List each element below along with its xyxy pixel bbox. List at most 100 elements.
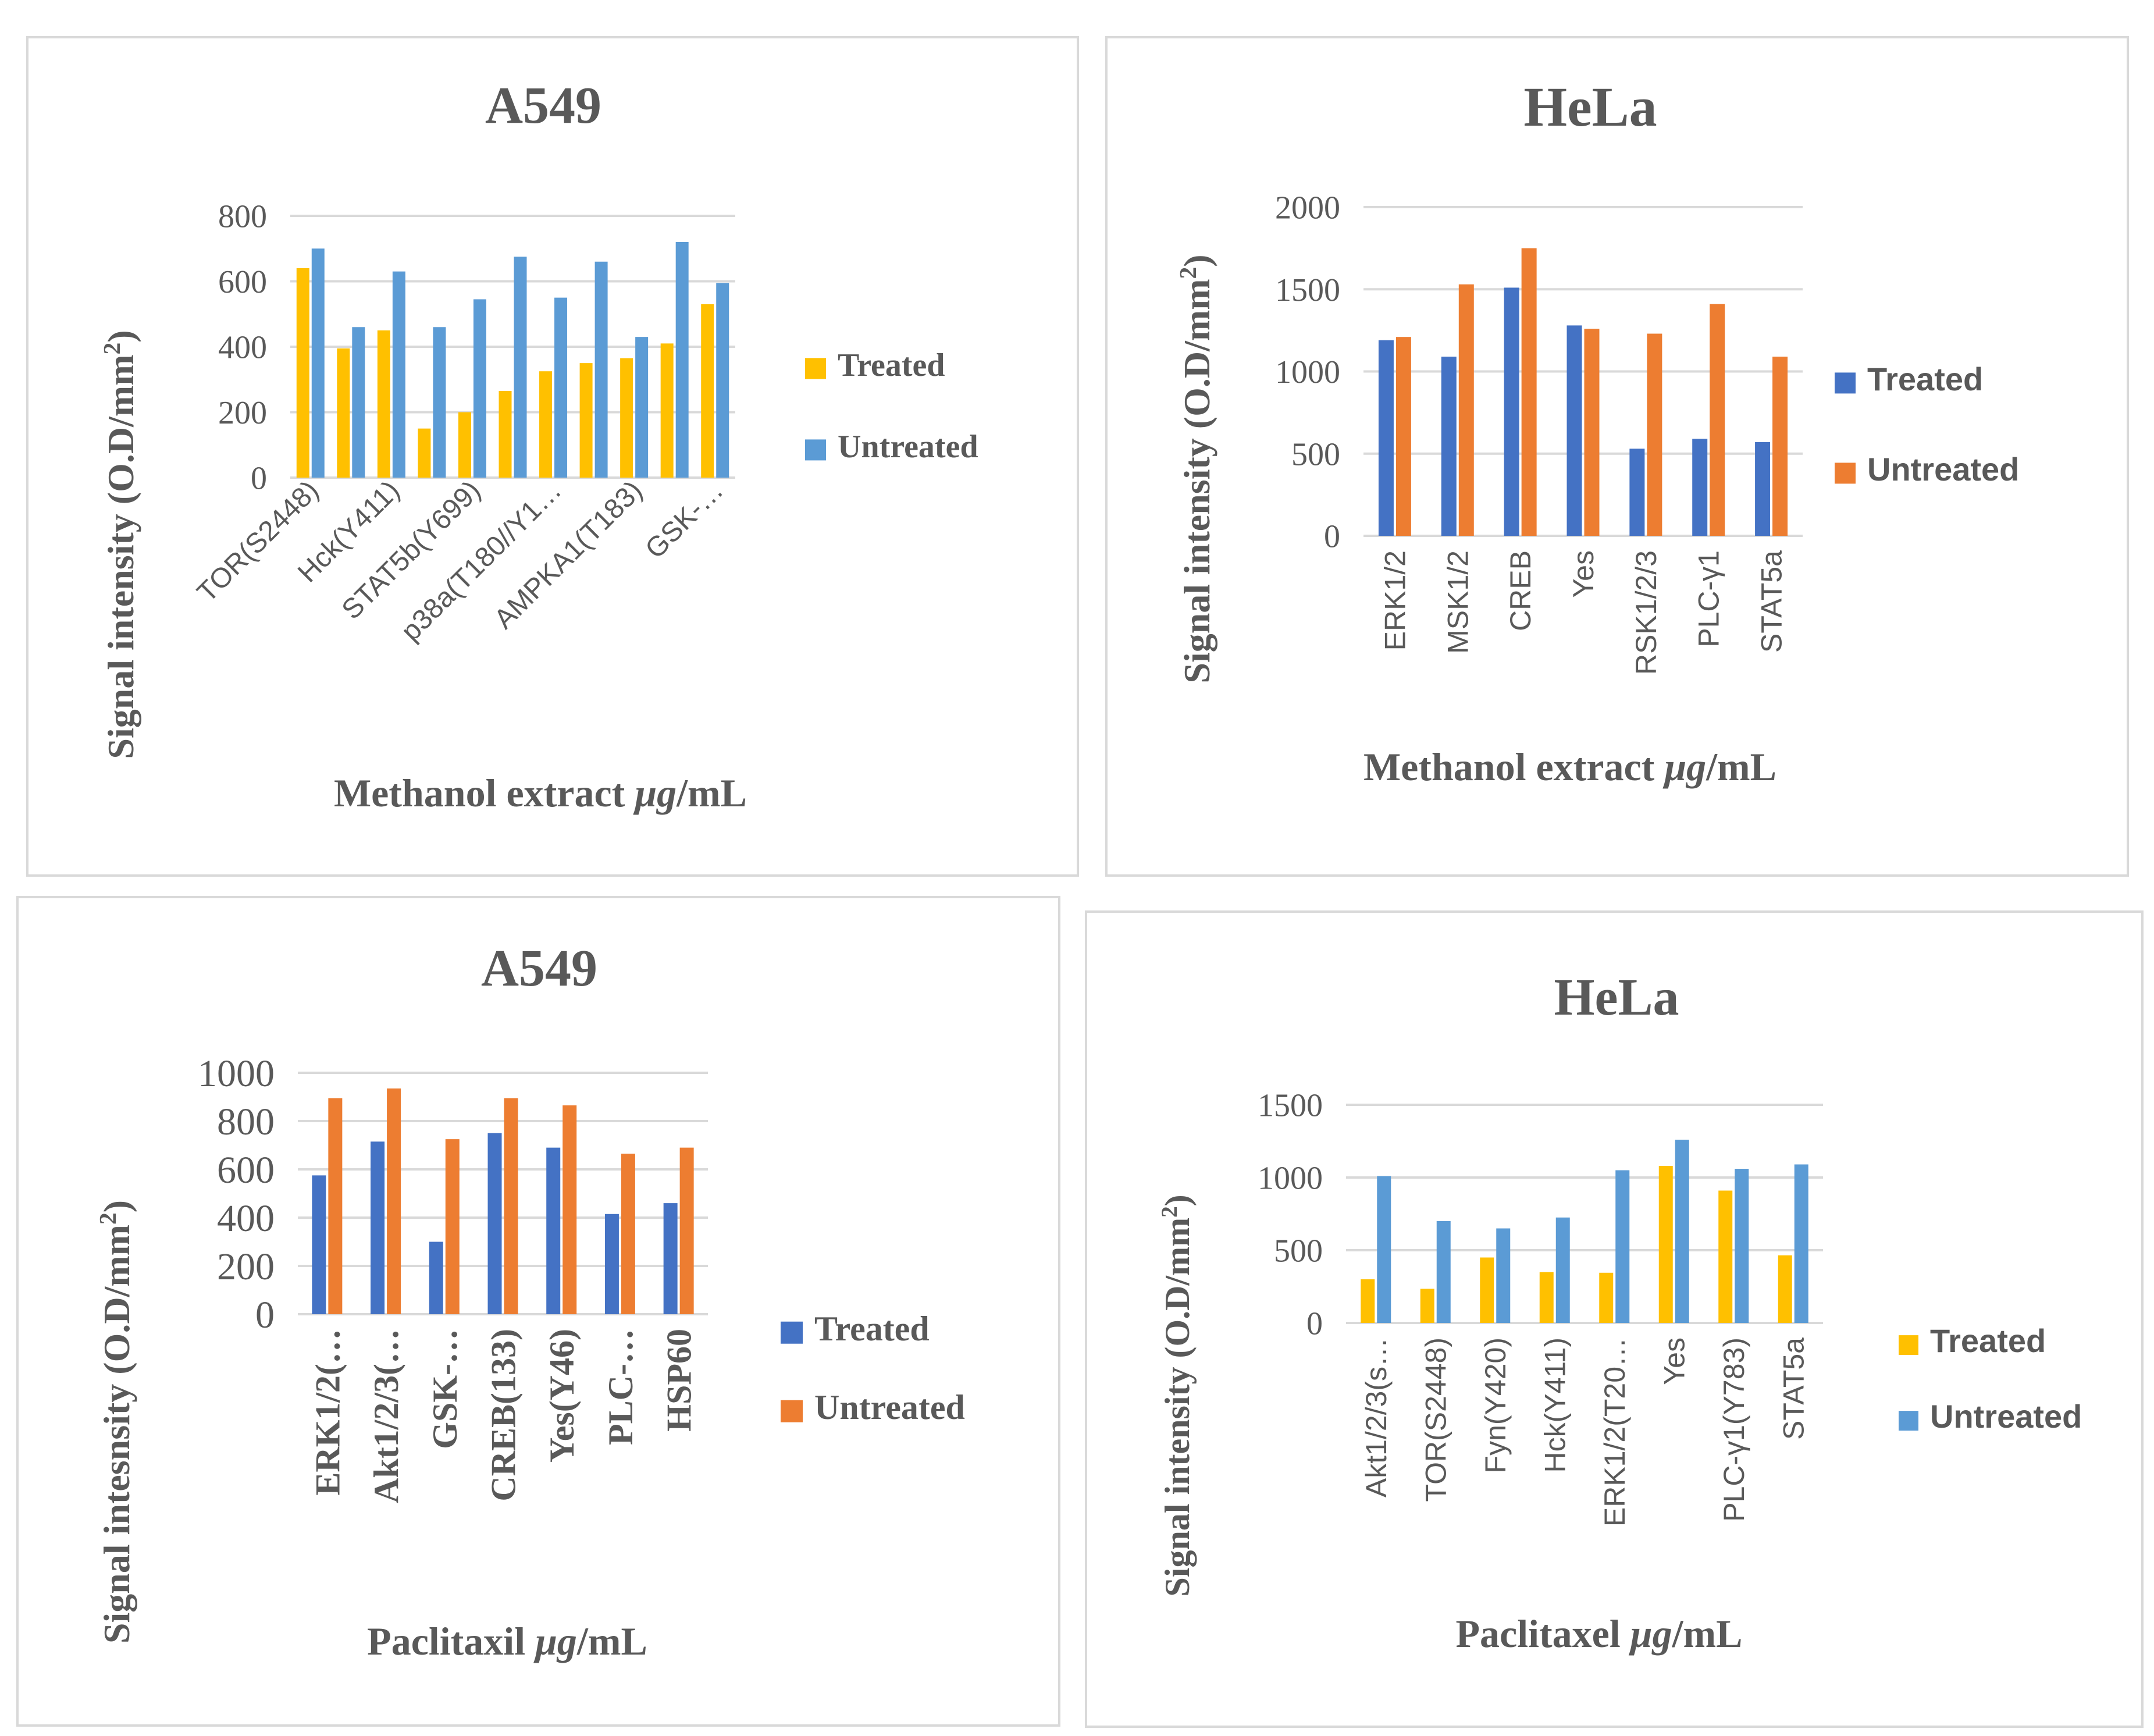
x-category-label: GSK-… — [426, 1329, 464, 1449]
y-axis-title-superscript: 2 — [98, 343, 125, 355]
y-tick-label: 0 — [251, 461, 267, 497]
y-tick-label: 400 — [217, 1197, 275, 1240]
x-category-label: Yes — [1658, 1337, 1690, 1385]
x-category-label: ERK1/2 — [1379, 550, 1411, 650]
x-category-label: Hck(Y411) — [1539, 1337, 1571, 1472]
legend-label-treated: Treated — [814, 1310, 930, 1348]
y-tick-label: 1500 — [1258, 1088, 1323, 1124]
y-tick-label: 400 — [218, 330, 267, 366]
chart-title: A549 — [481, 940, 597, 997]
bar-untreated — [433, 327, 446, 478]
legend-swatch-untreated — [805, 439, 826, 461]
bar-treated — [1378, 340, 1394, 536]
y-axis-title: Signal intensity (O.D/mm2) — [98, 330, 141, 759]
legend-swatch-untreated — [1835, 463, 1856, 484]
legend-label-untreated: Untreated — [1930, 1398, 2082, 1435]
bar-treated — [296, 268, 309, 478]
y-axis-title-close: ) — [1158, 1194, 1197, 1206]
y-axis-title-close: ) — [100, 330, 141, 342]
x-category-label: RSK1/2/3 — [1630, 550, 1662, 675]
y-tick-label: 1000 — [1275, 354, 1340, 390]
bar-untreated — [635, 337, 649, 478]
bar-treated — [1599, 1272, 1614, 1323]
chart-panel-a549-methanol: A549 0 200 400 600 800 TOR(S2448) Hck(Y411) STAT… — [26, 36, 1079, 877]
bar-treated — [458, 412, 471, 478]
y-tick-label: 0 — [255, 1294, 275, 1336]
bar-untreated — [716, 283, 729, 478]
bar-untreated — [392, 271, 405, 478]
chart-hela-methanol: HeLa 0 500 1000 1500 2000 ERK1/2 MSK1/2 CREB Yes R… — [1174, 76, 2019, 789]
legend-label-untreated: Untreated — [838, 429, 978, 465]
x-axis-title: Methanol extract μg/mL — [334, 771, 747, 815]
bar-untreated — [311, 248, 325, 478]
bar-treated — [312, 1175, 326, 1314]
bar-treated — [1778, 1255, 1792, 1323]
bar-untreated — [675, 242, 689, 478]
bar-untreated — [473, 299, 486, 478]
bar-untreated — [1675, 1140, 1689, 1323]
x-axis-title-text: Methanol extract — [1363, 745, 1664, 789]
x-category-label: AMPKA1(T183) — [489, 475, 649, 635]
bar-untreated — [1710, 304, 1725, 536]
bar-treated — [579, 363, 593, 478]
bar-untreated — [1436, 1221, 1451, 1323]
x-category-label: CREB(133) — [485, 1329, 523, 1502]
legend-swatch-treated — [781, 1321, 803, 1344]
x-category-label: TOR(S2448) — [1419, 1337, 1452, 1502]
chart-panel-hela-paclitaxel: HeLa 0 500 1000 1500 Akt1/2/3(s… TOR(S2448) Fyn… — [1085, 910, 2144, 1728]
bar-treated — [1566, 325, 1582, 536]
bar-treated — [701, 304, 714, 478]
x-category-label: PLC-γ1 — [1693, 550, 1725, 648]
y-axis-title-close: ) — [1176, 254, 1217, 266]
bar-treated — [604, 1214, 619, 1314]
bar-untreated — [1794, 1164, 1808, 1323]
legend-label-untreated: Untreated — [1867, 451, 2019, 488]
bar-treated — [1504, 287, 1519, 536]
x-axis-title-suffix: /mL — [576, 1619, 647, 1663]
y-axis-title-text: Signal intesnsity (O.D/mm — [96, 1225, 137, 1643]
x-category-label: Fyn(Y420) — [1479, 1337, 1512, 1473]
legend-swatch-treated — [1835, 372, 1856, 394]
x-category-label: CREB — [1504, 550, 1537, 631]
y-axis-title: Signal intensity (O.D/mm2) — [1174, 254, 1217, 683]
y-axis-title-close: ) — [96, 1200, 137, 1212]
y-tick-label: 0 — [1306, 1306, 1323, 1342]
y-tick-label: 800 — [217, 1101, 275, 1143]
x-axis-title: Methanol extract μg/mL — [1363, 745, 1776, 789]
x-axis-title-text: Paclitaxel — [1456, 1612, 1630, 1656]
chart-a549-paclitaxil: A549 0 200 400 600 800 1000 ERK1/2(… Akt1/2/3(… G… — [94, 940, 965, 1663]
x-axis-title: Paclitaxel μg/mL — [1456, 1612, 1743, 1656]
bar-treated — [418, 428, 431, 478]
bar-untreated — [328, 1098, 343, 1314]
x-axis-title-suffix: /mL — [1672, 1612, 1743, 1656]
bar-treated — [1755, 442, 1771, 536]
x-category-label: Yes(Y46) — [543, 1329, 581, 1463]
y-tick-label: 600 — [218, 264, 267, 300]
legend-swatch-treated — [1899, 1335, 1918, 1356]
x-axis-title-text: Paclitaxil — [367, 1619, 535, 1663]
chart-title: A549 — [485, 77, 601, 134]
legend-label-treated: Treated — [1930, 1322, 2046, 1359]
bar-treated — [429, 1241, 443, 1314]
x-axis-title-unit: μg — [533, 1619, 577, 1663]
y-axis-title-superscript: 2 — [94, 1212, 121, 1225]
bar-untreated — [387, 1088, 401, 1314]
chart-hela-paclitaxel: HeLa 0 500 1000 1500 Akt1/2/3(s… TOR(S2448) Fyn… — [1157, 969, 2082, 1656]
bar-treated — [1718, 1190, 1733, 1323]
bar-treated — [539, 371, 553, 478]
y-axis-title: Signal intesnsity (O.D/mm2) — [94, 1200, 137, 1643]
bar-treated — [1658, 1166, 1673, 1323]
x-axis-title-text: Methanol extract — [334, 771, 635, 815]
bar-untreated — [562, 1105, 577, 1314]
chart-panel-hela-methanol: HeLa 0 500 1000 1500 2000 ERK1/2 MSK1/2 CREB Yes R… — [1105, 36, 2129, 877]
x-category-label: Akt1/2/3(… — [367, 1329, 405, 1503]
y-tick-label: 1000 — [1258, 1161, 1323, 1197]
legend-swatch-treated — [805, 358, 826, 379]
bar-untreated — [445, 1139, 460, 1314]
y-axis-title-text: Signal intensity (O.D/mm — [1176, 279, 1217, 683]
bar-treated — [487, 1133, 502, 1314]
bar-untreated — [1395, 337, 1411, 536]
bar-untreated — [1615, 1170, 1630, 1323]
y-tick-label: 500 — [1274, 1233, 1323, 1269]
x-category-label: GSK-… — [639, 475, 729, 564]
